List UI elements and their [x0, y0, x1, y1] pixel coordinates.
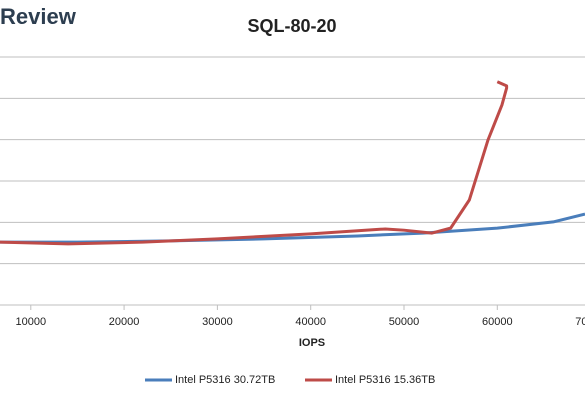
series-line	[0, 212, 585, 244]
series-line	[0, 80, 509, 246]
legend-label: Intel P5316 30.72TB	[175, 374, 275, 386]
brand-watermark: Review	[0, 4, 77, 29]
x-tick-label: 60000	[482, 316, 513, 328]
x-axis-title: IOPS	[299, 337, 325, 349]
x-tick-label: 40000	[295, 316, 326, 328]
x-tick-label: 20000	[109, 316, 140, 328]
chart-title: SQL-80-20	[247, 16, 336, 36]
legend-label: Intel P5316 15.36TB	[335, 374, 435, 386]
x-tick-label: 10000	[15, 316, 46, 328]
x-tick-label: 50000	[389, 316, 420, 328]
x-tick-label: 70000	[575, 316, 585, 328]
x-tick-label: 30000	[202, 316, 233, 328]
